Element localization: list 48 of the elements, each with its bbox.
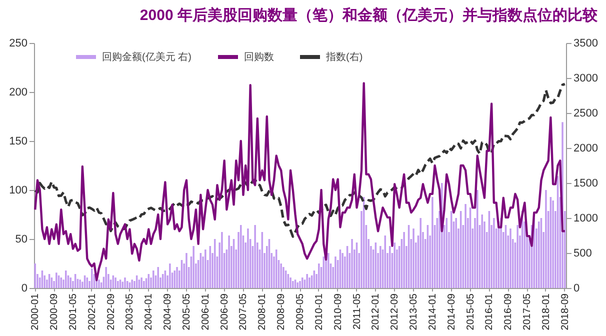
x-tick-label: 2007-05 — [238, 293, 250, 330]
x-tick-label: 2004-01 — [144, 293, 155, 330]
legend-label: 回购金额(亿美元 右) — [102, 51, 192, 63]
x-tick-label: 2015-05 — [465, 293, 476, 330]
y-tick-label: 150 — [9, 136, 28, 148]
x-tick-label: 2016-01 — [484, 293, 496, 330]
x-tick-label: 2004-09 — [162, 293, 174, 330]
y-tick-label: 50 — [15, 234, 28, 246]
x-tick-label: 2014-09 — [446, 293, 458, 330]
x-tick-label: 2009-05 — [295, 293, 306, 330]
x-tick-label: 2017-05 — [522, 293, 534, 330]
y-tick-label: 0 — [21, 282, 28, 294]
legend-label: 指数(右) — [325, 51, 363, 63]
x-tick-label: 2003-05 — [124, 293, 136, 330]
x-tick-label: 2008-01 — [257, 293, 268, 330]
x-tick-label: 2000-01 — [30, 293, 42, 330]
x-tick-label: 2002-09 — [106, 293, 117, 330]
x-tick-label: 2001-05 — [68, 293, 79, 330]
y2-tick-label: 3000 — [574, 72, 598, 84]
y-tick-label: 250 — [9, 38, 28, 50]
x-tick-label: 2000-09 — [49, 293, 60, 330]
y2-tick-label: 1500 — [574, 178, 598, 190]
x-tick-label: 2018-01 — [540, 293, 552, 330]
x-tick-label: 2013-05 — [408, 293, 420, 330]
legend-label: 回购数 — [244, 52, 274, 63]
x-tick-label: 2018-09 — [560, 293, 571, 330]
x-tick-label: 2006-01 — [200, 293, 212, 330]
y2-tick-label: 2000 — [574, 142, 598, 154]
line-series — [34, 82, 566, 238]
y2-tick-label: 0 — [574, 282, 580, 294]
x-tick-label: 2012-09 — [390, 293, 401, 330]
y-tick-label: 100 — [9, 184, 28, 196]
x-tick-label: 2014-01 — [427, 293, 438, 330]
y2-tick-label: 1000 — [574, 212, 598, 224]
y2-tick-label: 2500 — [574, 108, 598, 120]
x-tick-label: 2012-01 — [370, 293, 382, 330]
x-tick-label: 2011-05 — [352, 293, 363, 330]
x-tick-label: 2006-09 — [219, 293, 230, 330]
x-tick-label: 2008-09 — [276, 293, 288, 330]
y2-tick-label: 500 — [574, 248, 592, 260]
x-tick-label: 2016-09 — [503, 293, 514, 330]
y-tick-label: 200 — [9, 86, 28, 98]
x-tick-label: 2010-01 — [314, 293, 325, 330]
x-tick-label: 2010-09 — [332, 293, 344, 330]
y2-tick-label: 3500 — [574, 38, 598, 50]
x-tick-label: 2005-05 — [181, 293, 192, 330]
chart-title: 2000 年后美股回购数量（笔）和金额（亿美元）并与指数点位的比较 — [140, 6, 598, 24]
x-tick-label: 2002-01 — [86, 293, 98, 330]
